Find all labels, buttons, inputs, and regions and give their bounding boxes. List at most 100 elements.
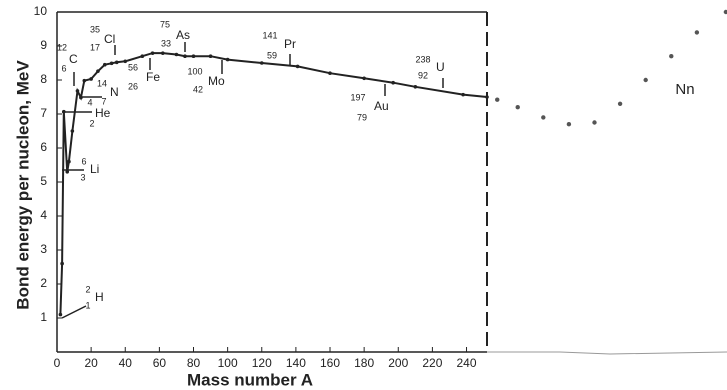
- isotope-symbol: Pr: [284, 37, 296, 51]
- data-point: [150, 51, 155, 55]
- x-tick-label: 20: [84, 356, 98, 370]
- isotope-symbol: U: [436, 60, 445, 74]
- data-point: [495, 97, 500, 102]
- x-tick-label: 200: [388, 356, 408, 370]
- y-tick-label: 1: [40, 310, 47, 324]
- isotope-symbol: Fe: [146, 70, 160, 84]
- isotope-number: 3: [80, 172, 85, 182]
- data-point: [109, 61, 114, 66]
- isotope-number: 2: [89, 118, 94, 128]
- isotope-number: 7: [101, 96, 106, 106]
- data-point: [60, 261, 64, 266]
- data-point: [328, 71, 332, 75]
- y-tick-label: 8: [40, 72, 47, 86]
- data-point: [362, 76, 366, 81]
- isotope-symbol: Au: [374, 99, 389, 113]
- y-tick-label: 7: [40, 106, 47, 120]
- baseline-extension: [487, 351, 727, 355]
- isotope-mass: 75: [160, 19, 170, 29]
- data-point: [58, 312, 63, 317]
- y-tick-label: 5: [40, 174, 47, 188]
- x-tick-label: 40: [119, 356, 133, 370]
- isotope-symbol: Mo: [208, 74, 225, 88]
- isotope-symbol: C: [69, 52, 78, 66]
- x-tick-label: 60: [153, 356, 167, 370]
- data-point: [485, 95, 489, 99]
- isotope-mass: 6: [81, 156, 86, 166]
- data-point: [70, 129, 75, 133]
- data-point: [413, 85, 418, 89]
- data-point: [191, 54, 196, 58]
- data-point: [89, 77, 93, 81]
- isotope-symbol: Cl: [104, 32, 115, 46]
- curve: [59, 52, 488, 315]
- data-point: [461, 92, 465, 97]
- data-point: [174, 52, 179, 57]
- isotope-number: 59: [267, 50, 277, 60]
- data-point: [225, 57, 230, 62]
- y-axis-label: Bond energy per nucleon, MeV: [13, 60, 32, 310]
- x-tick-label: 240: [457, 356, 477, 370]
- isotope-mass: 35: [90, 24, 100, 34]
- data-point: [643, 77, 648, 83]
- data-point: [82, 78, 87, 83]
- isotope-number: 1: [85, 300, 90, 310]
- y-tick-label: 3: [40, 242, 47, 256]
- isotope-mass: 12: [57, 42, 67, 52]
- x-tick-label: 220: [422, 356, 442, 370]
- isotope-number: 6: [61, 63, 66, 73]
- data-point: [617, 101, 623, 107]
- data-point: [123, 59, 128, 64]
- extrapolation-label: Nn: [675, 81, 694, 98]
- data-point: [96, 69, 100, 73]
- isotope-mass: 100: [187, 66, 202, 76]
- data-point: [75, 89, 80, 93]
- isotope-symbol: H: [95, 290, 104, 304]
- data-point: [114, 60, 119, 65]
- data-point: [541, 115, 546, 120]
- isotope-mass: 14: [97, 78, 107, 88]
- x-tick-label: 80: [187, 356, 201, 370]
- x-tick-label: 180: [354, 356, 374, 370]
- data-point: [208, 54, 213, 58]
- isotope-number: 79: [357, 112, 367, 122]
- x-tick-label: 100: [218, 356, 238, 370]
- isotope-number: 26: [128, 81, 138, 91]
- data-point: [67, 159, 71, 164]
- x-axis-label: Mass number A: [187, 370, 313, 389]
- data-point: [140, 54, 145, 58]
- y-tick-label: 6: [40, 140, 47, 154]
- isotope-symbol: He: [95, 106, 111, 120]
- isotope-mass: 56: [128, 62, 138, 72]
- x-tick-label: 0: [54, 356, 61, 370]
- isotope-number: 42: [193, 84, 203, 94]
- y-tick-label: 9: [40, 38, 47, 52]
- isotope-symbol: As: [176, 28, 190, 42]
- data-point: [566, 122, 572, 127]
- data-point: [102, 62, 107, 67]
- data-point: [295, 64, 300, 69]
- data-point: [694, 30, 700, 35]
- x-tick-label: 160: [320, 356, 340, 370]
- data-point: [391, 80, 395, 85]
- data-point: [515, 105, 520, 110]
- data-point: [723, 9, 727, 15]
- data-point: [259, 61, 264, 65]
- isotope-mass: 141: [262, 30, 277, 40]
- x-tick-label: 140: [286, 356, 306, 370]
- y-tick-label: 10: [34, 4, 48, 18]
- isotope-symbol: N: [110, 85, 119, 99]
- leader: [61, 305, 87, 319]
- y-tick-label: 4: [40, 208, 47, 222]
- isotope-number: 17: [90, 42, 100, 52]
- data-point: [183, 54, 187, 58]
- data-point: [592, 120, 597, 125]
- isotope-number: 33: [161, 38, 171, 48]
- y-tick-label: 2: [40, 276, 47, 290]
- data-point: [65, 170, 70, 174]
- isotope-mass: 2: [85, 284, 90, 294]
- isotope-mass: 238: [415, 54, 430, 64]
- isotope-mass: 4: [87, 97, 92, 107]
- x-tick-label: 120: [252, 356, 272, 370]
